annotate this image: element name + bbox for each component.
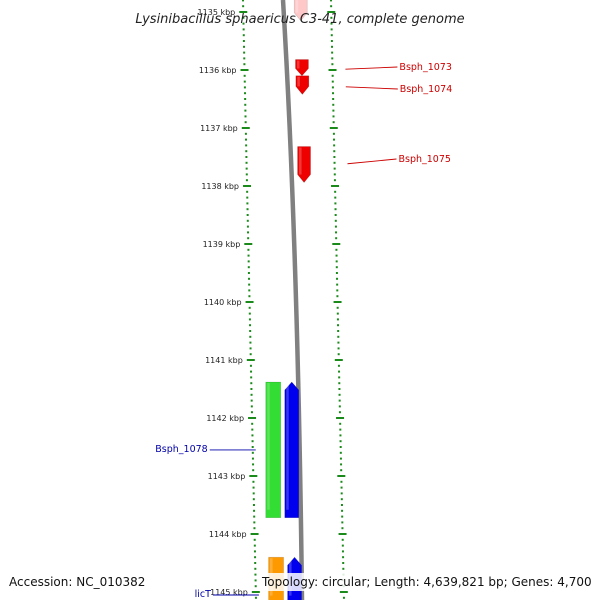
scale-label: 1142 kbp	[206, 414, 244, 423]
scale-label: 1144 kbp	[209, 530, 247, 539]
genome-backbone	[280, 0, 305, 600]
gene-label-line	[345, 66, 398, 70]
gene-feature-highlight	[296, 60, 300, 69]
footer-topology-backdrop	[260, 573, 600, 591]
gene-feature-highlight	[286, 383, 289, 510]
gene-feature-g-top[interactable]	[293, 0, 308, 22]
scale-label: 1136 kbp	[199, 66, 237, 75]
gene-labels[interactable]: Bsph_1073 Bsph_1074 Bsph_1075 Bsph_1078 licT	[155, 62, 452, 600]
gene-label-line	[345, 86, 398, 90]
scale-labels: 1135 kbp 1136 kbp 1137 kbp 1138 kbp 1139 kbp…	[198, 8, 248, 597]
gene-feature-bsph-1074[interactable]	[295, 75, 310, 95]
scale-label: 1137 kbp	[200, 124, 238, 133]
gene-feature-highlight	[297, 76, 300, 87]
map-title: Lysinibacillus sphaericus C3-41, complet…	[135, 12, 464, 27]
footer-topology: Topology: circular; Length: 4,639,821 bp…	[261, 575, 592, 589]
gene-feature-bsph-1073[interactable]	[295, 59, 309, 77]
scale-label: 1135 kbp	[198, 8, 236, 17]
gene-label-lict-gene[interactable]: licT	[195, 589, 212, 600]
gene-features[interactable]	[265, 0, 311, 600]
gene-feature-bsph-1078-cds[interactable]	[284, 381, 300, 519]
scale-ticks-left	[239, 0, 260, 599]
scale-label: 1140 kbp	[204, 298, 242, 307]
scale-label: 1141 kbp	[205, 356, 243, 365]
gene-label-bsph-1078-gene[interactable]: Bsph_1078	[155, 444, 207, 455]
gene-label-bsph-1073[interactable]: Bsph_1073	[399, 62, 451, 73]
scale-label: 1138 kbp	[201, 182, 239, 191]
scale-label: 1139 kbp	[203, 240, 241, 249]
gene-feature-bsph-1078-gene[interactable]	[265, 381, 282, 519]
scale-label: 1145 kbp	[210, 588, 248, 597]
gene-label-bsph-1075[interactable]: Bsph_1075	[398, 154, 450, 165]
gene-feature-highlight	[295, 0, 299, 13]
gene-feature-highlight	[299, 147, 302, 175]
footer-accession: Accession: NC_010382	[9, 575, 145, 589]
gene-label-line	[347, 158, 397, 165]
scale-label: 1143 kbp	[208, 472, 246, 481]
gene-label-bsph-1074[interactable]: Bsph_1074	[400, 84, 452, 95]
scale-ticks-right	[327, 0, 348, 599]
gene-feature-bsph-1075[interactable]	[297, 146, 311, 183]
gene-feature-highlight	[267, 383, 270, 510]
